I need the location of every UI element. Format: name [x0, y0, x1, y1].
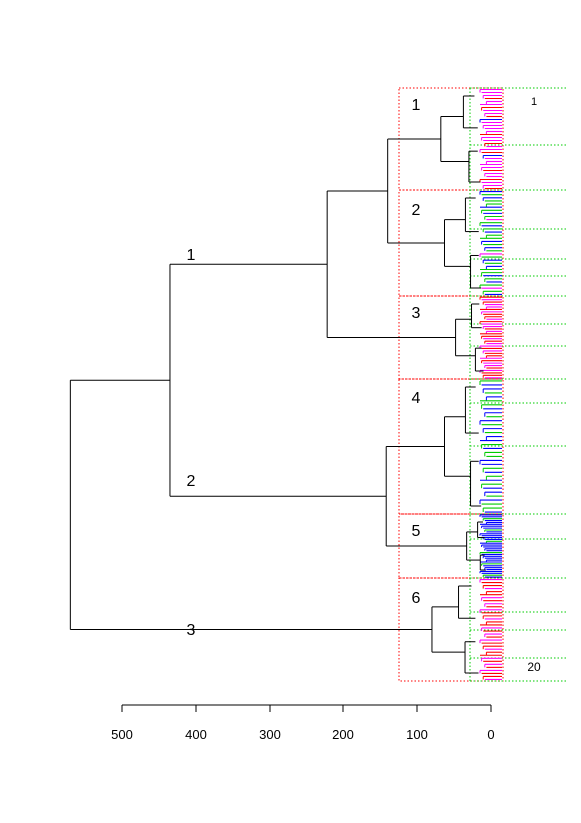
box-label-4: 4	[412, 390, 421, 407]
leaf-branches	[479, 88, 502, 681]
subgroup-range-start-label: 1	[531, 96, 537, 108]
x-axis: 500 400 300 200 100 0	[111, 704, 495, 742]
box-label-2: 2	[412, 202, 421, 219]
x-tick-label-400: 400	[185, 727, 207, 742]
top-cluster-label-3: 3	[187, 622, 196, 639]
subgroup-range-end-label: 20	[527, 660, 541, 674]
top-cluster-label-1: 1	[187, 247, 196, 264]
subgroup-markers	[469, 87, 566, 682]
box-label-1: 1	[412, 97, 421, 114]
x-tick-label-200: 200	[332, 727, 354, 742]
dendrogram-branches	[69, 95, 486, 674]
top-cluster-label-2: 2	[187, 473, 196, 490]
x-tick-label-500: 500	[111, 727, 133, 742]
x-tick-label-0: 0	[487, 727, 494, 742]
cluster-labels: 1 2 3 1 2 3 4 5 6 1 20	[187, 96, 541, 674]
box-label-3: 3	[412, 305, 421, 322]
x-tick-label-100: 100	[406, 727, 428, 742]
box-label-6: 6	[412, 590, 421, 607]
box-label-5: 5	[412, 523, 421, 540]
x-tick-label-300: 300	[259, 727, 281, 742]
